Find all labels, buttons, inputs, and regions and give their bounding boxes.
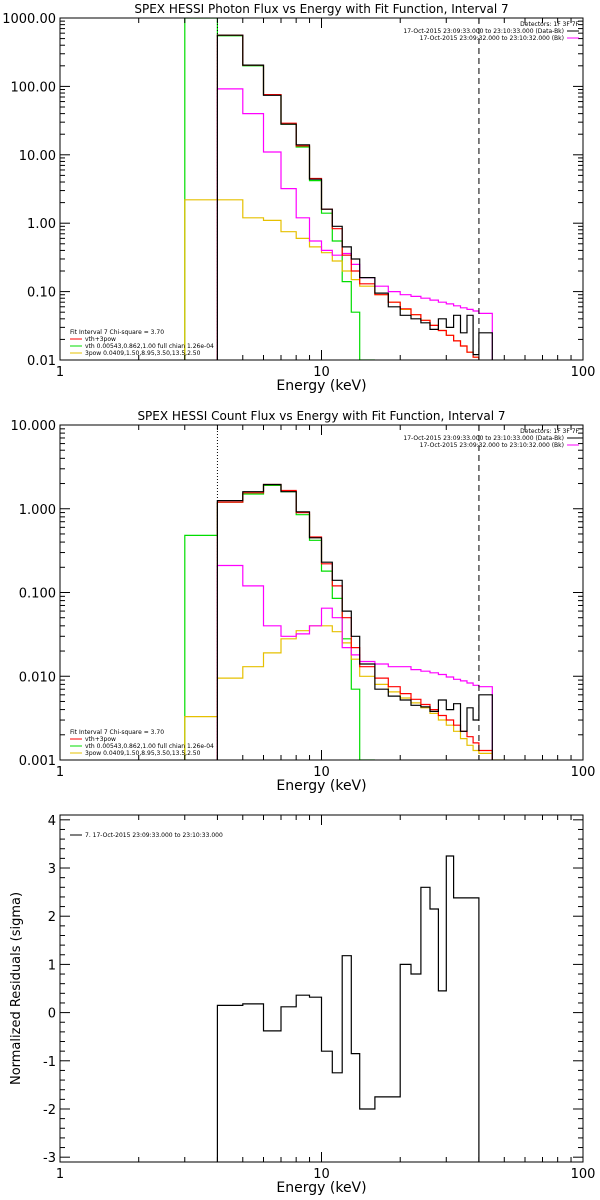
legend-entry: 7. 17-Oct-2015 23:09:33.000 to 23:10:33.… [85,832,223,839]
legend-header: Detectors: 1F 3F 7F [520,428,579,435]
series-group [184,18,493,360]
chart-title: SPEX HESSI Photon Flux vs Energy with Fi… [134,2,508,16]
series-data-line [216,483,493,760]
y-tick-label: 10.000 [11,419,57,434]
series-vth-line [184,484,375,760]
legend-entry: 3pow 0.0409,1.50,8.95,3.50,13.5,2.50 [85,350,201,357]
chart-panel-2: SPEX HESSI Count Flux vs Energy with Fit… [11,409,596,794]
x-tick-label: 10 [313,365,330,380]
series-bk-line [216,564,493,760]
legend-entry: 17-Oct-2015 23:09:32.000 to 23:10:32.000… [420,442,564,449]
y-tick-label: -1 [43,1055,56,1070]
series-group [184,483,505,760]
y-tick-label: 0.10 [27,286,56,301]
x-axis-label: Energy (keV) [276,778,366,794]
legend-entry: 3pow 0.0409,1.50,8.95,3.50,13.5,2.50 [85,750,201,757]
y-tick-label: 100.00 [11,80,57,95]
series-vth-line [184,18,375,360]
series-total-line [216,483,493,760]
x-tick-label: 100 [571,1167,596,1182]
x-axis-label: Energy (keV) [276,1180,366,1196]
y-tick-label: 10.00 [19,149,56,164]
x-tick-label: 10 [313,1167,330,1182]
series-total-line [216,34,480,360]
series-group [216,855,480,1162]
y-tick-label: 0.100 [19,587,56,602]
series-data-line [216,855,480,1162]
legend-header: Detectors: 1F 3F 7F [520,21,579,28]
y-tick-label: -3 [43,1151,56,1166]
legend-entry: 17-Oct-2015 23:09:33.000 to 23:10:33.000… [403,28,564,35]
y-tick-label: 0.010 [19,670,56,685]
y-tick-label: 1.000 [19,503,56,518]
legend-entry: 17-Oct-2015 23:09:33.000 to 23:10:33.000… [403,435,564,442]
y-tick-label: 3 [48,862,56,877]
y-tick-label: 1 [48,958,56,973]
legend-top: 7. 17-Oct-2015 23:09:33.000 to 23:10:33.… [70,832,223,839]
x-axis-label: Energy (keV) [276,378,366,394]
legend-entry: vth 0.00543,0.862,1.00 full chian 1.26e-… [85,743,214,750]
y-tick-label: 1.00 [27,217,56,232]
plot-frame [59,814,584,1163]
x-tick-label: 100 [571,765,596,780]
legend-entry: vth+3pow [85,336,116,343]
plot-frame [59,424,584,761]
series-bk-line [216,88,493,360]
legend-entry: vth+3pow [85,736,116,743]
y-tick-label: 2 [48,910,56,925]
legend-bottom: Fit Interval 7 Chi-square = 3.70vth+3pow… [70,329,214,357]
legend-entry: 17-Oct-2015 23:09:32.000 to 23:10:32.000… [420,35,564,42]
y-tick-label: 0 [48,1007,56,1022]
x-tick-label: 1 [56,765,64,780]
x-tick-label: 10 [313,765,330,780]
y-tick-label: -2 [43,1103,56,1118]
chart-title: SPEX HESSI Count Flux vs Energy with Fit… [137,409,505,423]
legend-header: Fit Interval 7 Chi-square = 3.70 [70,729,164,736]
x-tick-label: 100 [571,365,596,380]
legend-header: Fit Interval 7 Chi-square = 3.70 [70,329,164,336]
series-bpow-line [184,625,505,760]
legend-bottom: Fit Interval 7 Chi-square = 3.70vth+3pow… [70,729,214,757]
chart-panel-3: 1 10 100 -3 -2 -1 0 1 2 3 4 Energy (keV) Normalized … [9,814,595,1196]
y-tick-label: 0.001 [19,754,56,769]
y-axis-label: Normalized Residuals (sigma) [9,892,24,1085]
legend-entry: vth 0.00543,0.862,1.00 full chian 1.26e-… [85,343,214,350]
y-tick-label: 0.01 [27,354,56,369]
y-tick-label: 4 [48,814,56,829]
series-data-line [216,34,493,360]
x-tick-label: 1 [56,365,64,380]
x-tick-label: 1 [56,1167,64,1182]
y-tick-label: 1000.00 [2,12,56,27]
chart-panel-1: SPEX HESSI Photon Flux vs Energy with Fi… [2,2,595,394]
